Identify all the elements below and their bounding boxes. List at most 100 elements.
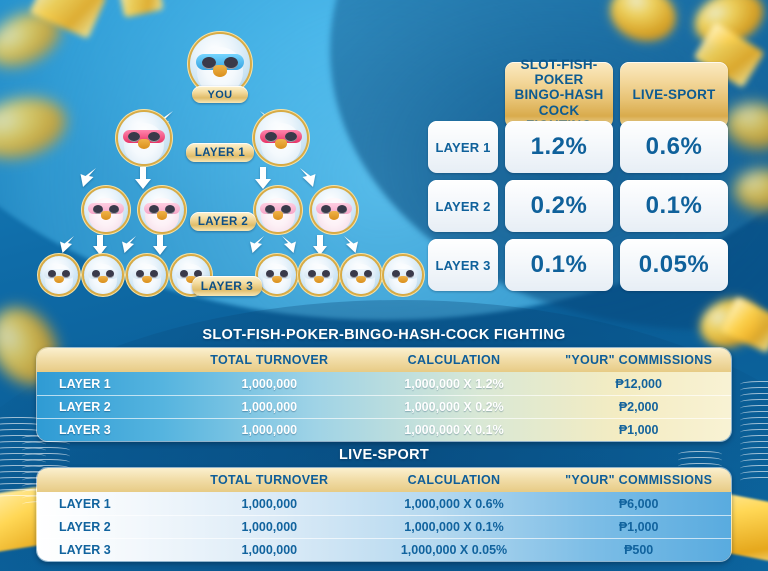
avatar-eyes — [264, 204, 292, 214]
rate-row-layer-3-slot: 0.1% — [505, 239, 613, 291]
cell-layer: LAYER 1 — [59, 376, 111, 391]
arrow-down — [312, 234, 328, 256]
arrow-down — [152, 234, 168, 256]
rate-row-layer-2-slot: 0.2% — [505, 180, 613, 232]
cell-calculation: 1,000,000 X 0.1% — [404, 520, 504, 534]
rate-header-live-label: LIVE-SPORT — [632, 87, 716, 103]
arrow-down-left — [120, 234, 140, 256]
table-header-turnover: TOTAL TURNOVER — [210, 353, 329, 367]
table-header-row: TOTAL TURNOVER CALCULATION "YOUR" COMMIS… — [37, 348, 731, 372]
avatar-mask — [316, 202, 352, 215]
avatar-eyes — [265, 270, 289, 279]
rate-header-spacer — [428, 62, 498, 128]
cell-turnover: 1,000,000 — [241, 376, 298, 391]
arrow-down-left — [78, 166, 100, 190]
avatar-layer1-node[interactable] — [255, 112, 307, 164]
avatar-layer3-node[interactable] — [342, 256, 380, 294]
avatar-layer2-node[interactable] — [256, 188, 300, 232]
cell-commission: ₱1,000 — [618, 423, 659, 437]
avatar-you[interactable] — [190, 34, 250, 94]
arrow-down-right — [296, 166, 318, 190]
arrow-down — [92, 234, 108, 256]
avatar-eyes — [92, 204, 120, 214]
cell-calculation: 1,000,000 X 0.05% — [400, 543, 508, 557]
avatar-mask — [261, 268, 293, 279]
section-title-slot: SLOT-FISH-POKER-BINGO-HASH-COCK FIGHTING — [202, 327, 566, 343]
avatar-layer2-node[interactable] — [312, 188, 356, 232]
badge-you-label: YOU — [207, 88, 233, 101]
coin-decoration — [722, 99, 768, 153]
avatar-layer3-node[interactable] — [128, 256, 166, 294]
avatar-mask — [260, 202, 296, 215]
avatar-layer3-node[interactable] — [40, 256, 78, 294]
commission-rate-table: SLOT-FISH-POKER BINGO-HASH COCK FIGHTING… — [428, 57, 728, 291]
arrow-down — [134, 166, 152, 190]
avatar-layer3-node[interactable] — [384, 256, 422, 294]
rate-header-live: LIVE-SPORT — [620, 62, 728, 128]
section-title-live: LIVE-SPORT — [338, 447, 429, 463]
rate-header-slot: SLOT-FISH-POKER BINGO-HASH COCK FIGHTING — [505, 57, 613, 133]
avatar-eyes — [349, 270, 373, 279]
table-row: LAYER 1 1,000,000 1,000,000 X 1.2% ₱12,0… — [37, 372, 731, 395]
avatar-layer2-node[interactable] — [84, 188, 128, 232]
badge-layer-2-label: LAYER 2 — [197, 215, 249, 228]
badge-layer-2: LAYER 2 — [190, 212, 256, 231]
table-header-commissions: "YOUR" COMMISSIONS — [565, 473, 713, 487]
coin-decoration — [603, 0, 683, 49]
section-live-commissions: LIVE-SPORT TOTAL TURNOVER CALCULATION "Y… — [36, 447, 732, 562]
rate-row-layer-3-live-value: 0.05% — [638, 251, 710, 278]
avatar-eyes — [128, 131, 160, 143]
arrow-down-right — [254, 166, 272, 190]
avatar-mask — [345, 268, 377, 279]
cell-layer: LAYER 2 — [59, 400, 111, 414]
cell-calculation: 1,000,000 X 0.2% — [404, 400, 504, 414]
badge-you: YOU — [192, 86, 248, 103]
avatar-layer3-node[interactable] — [300, 256, 338, 294]
cell-turnover: 1,000,000 — [241, 423, 298, 437]
avatar-eyes — [265, 131, 297, 143]
cell-turnover: 1,000,000 — [241, 543, 298, 557]
cell-commission: ₱12,000 — [615, 376, 662, 391]
avatar-layer1-node[interactable] — [118, 112, 170, 164]
avatar-layer3-node[interactable] — [84, 256, 122, 294]
avatar-mask — [387, 268, 419, 279]
rate-row-layer-1-slot: 1.2% — [505, 121, 613, 173]
avatar-mask — [175, 268, 207, 279]
cell-commission: ₱1,000 — [618, 520, 659, 534]
avatar-layer3-node[interactable] — [258, 256, 296, 294]
rate-header-slot-line1: SLOT-FISH-POKER — [520, 57, 598, 88]
avatar-eyes — [135, 270, 159, 279]
table-row: LAYER 2 1,000,000 1,000,000 X 0.2% ₱2,00… — [37, 395, 731, 418]
rate-row-layer-3-text: LAYER 3 — [435, 257, 491, 273]
table-header-turnover: TOTAL TURNOVER — [210, 473, 329, 487]
table-header-calculation: CALCULATION — [407, 473, 501, 487]
avatar-eyes — [202, 56, 238, 69]
table-header-calculation: CALCULATION — [407, 353, 501, 367]
avatar-mask — [88, 202, 124, 215]
cell-calculation: 1,000,000 X 1.2% — [404, 376, 504, 391]
rate-row-layer-1-slot-value: 1.2% — [530, 133, 588, 160]
coin-stack — [740, 381, 768, 484]
arrow-down-left — [58, 234, 78, 256]
avatar-mask — [87, 268, 119, 279]
rate-row-layer-1-text: LAYER 1 — [435, 139, 491, 155]
avatar-layer2-node[interactable] — [140, 188, 184, 232]
rate-row-layer-1-live-value: 0.6% — [645, 133, 703, 160]
rate-row-layer-2-slot-value: 0.2% — [530, 192, 588, 219]
avatar-eyes — [391, 270, 415, 279]
rate-row-layer-2-text: LAYER 2 — [435, 198, 491, 214]
badge-layer-1: LAYER 1 — [186, 143, 254, 162]
rate-row-layer-3-live: 0.05% — [620, 239, 728, 291]
avatar-mask — [303, 268, 335, 279]
rate-row-layer-2-label: LAYER 2 — [428, 180, 498, 232]
coin-decoration — [735, 170, 768, 210]
avatar-eyes — [179, 270, 203, 279]
section-slot-commissions: SLOT-FISH-POKER-BINGO-HASH-COCK FIGHTING… — [36, 327, 732, 442]
table-header-commissions: "YOUR" COMMISSIONS — [565, 353, 713, 367]
table-header-row: TOTAL TURNOVER CALCULATION "YOUR" COMMIS… — [37, 468, 731, 492]
table-row: LAYER 3 1,000,000 1,000,000 X 0.05% ₱500 — [37, 538, 731, 561]
cell-turnover: 1,000,000 — [241, 496, 298, 511]
rate-row-layer-1-label: LAYER 1 — [428, 121, 498, 173]
cell-layer: LAYER 3 — [59, 423, 111, 437]
